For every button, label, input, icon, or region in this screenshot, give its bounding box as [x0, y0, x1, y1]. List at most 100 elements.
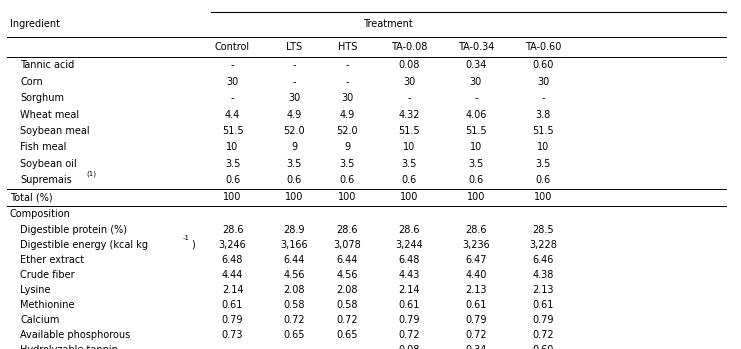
Text: ): )	[191, 240, 195, 250]
Text: Digestible energy (kcal kg: Digestible energy (kcal kg	[21, 240, 148, 250]
Text: 0.34: 0.34	[465, 345, 487, 349]
Text: 100: 100	[338, 192, 356, 202]
Text: Control: Control	[215, 42, 250, 52]
Text: 10: 10	[227, 142, 239, 153]
Text: 0.79: 0.79	[533, 315, 554, 325]
Text: 4.9: 4.9	[339, 110, 355, 120]
Text: 30: 30	[403, 77, 415, 87]
Text: LTS: LTS	[286, 42, 302, 52]
Text: 0.6: 0.6	[339, 175, 355, 185]
Text: Treatment: Treatment	[363, 19, 413, 29]
Text: Lysine: Lysine	[21, 285, 51, 295]
Text: 100: 100	[223, 192, 242, 202]
Text: -1: -1	[182, 235, 190, 241]
Text: 6.48: 6.48	[222, 255, 243, 265]
Text: 0.58: 0.58	[284, 300, 305, 310]
Text: 0.65: 0.65	[284, 330, 305, 340]
Text: 4.56: 4.56	[336, 270, 358, 280]
Text: (1): (1)	[86, 170, 96, 177]
Text: -: -	[345, 345, 349, 349]
Text: 2.08: 2.08	[336, 285, 358, 295]
Text: 0.6: 0.6	[287, 175, 302, 185]
Text: 0.72: 0.72	[533, 330, 554, 340]
Text: 0.6: 0.6	[402, 175, 416, 185]
Text: Methionine: Methionine	[21, 300, 75, 310]
Text: 2.08: 2.08	[284, 285, 305, 295]
Text: 100: 100	[534, 192, 553, 202]
Text: 0.61: 0.61	[465, 300, 487, 310]
Text: 28.6: 28.6	[222, 224, 243, 235]
Text: 28.9: 28.9	[284, 224, 305, 235]
Text: 0.34: 0.34	[465, 60, 487, 70]
Text: 2.13: 2.13	[533, 285, 554, 295]
Text: 0.08: 0.08	[399, 60, 419, 70]
Text: -: -	[542, 93, 545, 103]
Text: -: -	[345, 77, 349, 87]
Text: 6.47: 6.47	[465, 255, 487, 265]
Text: 30: 30	[341, 93, 353, 103]
Text: 28.6: 28.6	[465, 224, 487, 235]
Text: 30: 30	[470, 77, 482, 87]
Text: 0.72: 0.72	[284, 315, 305, 325]
Text: 100: 100	[467, 192, 485, 202]
Text: Crude fiber: Crude fiber	[21, 270, 75, 280]
Text: -: -	[230, 93, 234, 103]
Text: 0.72: 0.72	[465, 330, 487, 340]
Text: Fish meal: Fish meal	[21, 142, 67, 153]
Text: 3,246: 3,246	[219, 240, 247, 250]
Text: Soybean oil: Soybean oil	[21, 159, 77, 169]
Text: 0.73: 0.73	[222, 330, 243, 340]
Text: 51.5: 51.5	[533, 126, 554, 136]
Text: 28.6: 28.6	[398, 224, 419, 235]
Text: 100: 100	[400, 192, 418, 202]
Text: 10: 10	[537, 142, 550, 153]
Text: 4.38: 4.38	[533, 270, 554, 280]
Text: 3.5: 3.5	[402, 159, 416, 169]
Text: 0.79: 0.79	[465, 315, 487, 325]
Text: 10: 10	[403, 142, 415, 153]
Text: 3,244: 3,244	[395, 240, 423, 250]
Text: Composition: Composition	[10, 209, 70, 219]
Text: Corn: Corn	[21, 77, 43, 87]
Text: 9: 9	[345, 142, 350, 153]
Text: -: -	[230, 345, 234, 349]
Text: 3.5: 3.5	[339, 159, 355, 169]
Text: 30: 30	[227, 77, 239, 87]
Text: 10: 10	[470, 142, 482, 153]
Text: 4.44: 4.44	[222, 270, 243, 280]
Text: 4.4: 4.4	[225, 110, 240, 120]
Text: 0.79: 0.79	[398, 315, 419, 325]
Text: 0.6: 0.6	[225, 175, 240, 185]
Text: 4.56: 4.56	[284, 270, 305, 280]
Text: 4.43: 4.43	[399, 270, 419, 280]
Text: 4.40: 4.40	[465, 270, 487, 280]
Text: Ingredient: Ingredient	[10, 19, 59, 29]
Text: Total (%): Total (%)	[10, 192, 52, 202]
Text: 3,236: 3,236	[462, 240, 490, 250]
Text: 3.5: 3.5	[225, 159, 240, 169]
Text: Hydrolyzable tannin: Hydrolyzable tannin	[21, 345, 119, 349]
Text: 4.32: 4.32	[398, 110, 419, 120]
Text: TA-0.60: TA-0.60	[525, 42, 562, 52]
Text: 52.0: 52.0	[284, 126, 305, 136]
Text: Supremais: Supremais	[21, 175, 72, 185]
Text: 3.5: 3.5	[536, 159, 551, 169]
Text: Sorghum: Sorghum	[21, 93, 64, 103]
Text: 6.46: 6.46	[533, 255, 554, 265]
Text: 9: 9	[291, 142, 297, 153]
Text: 4.9: 4.9	[287, 110, 302, 120]
Text: 3.5: 3.5	[468, 159, 483, 169]
Text: -: -	[293, 345, 296, 349]
Text: 28.5: 28.5	[533, 224, 554, 235]
Text: 2.13: 2.13	[465, 285, 487, 295]
Text: -: -	[293, 77, 296, 87]
Text: Soybean meal: Soybean meal	[21, 126, 90, 136]
Text: 51.5: 51.5	[398, 126, 420, 136]
Text: 0.6: 0.6	[536, 175, 551, 185]
Text: -: -	[345, 60, 349, 70]
Text: 6.44: 6.44	[284, 255, 305, 265]
Text: -: -	[230, 60, 234, 70]
Text: 0.60: 0.60	[533, 60, 554, 70]
Text: 0.72: 0.72	[336, 315, 358, 325]
Text: -: -	[293, 60, 296, 70]
